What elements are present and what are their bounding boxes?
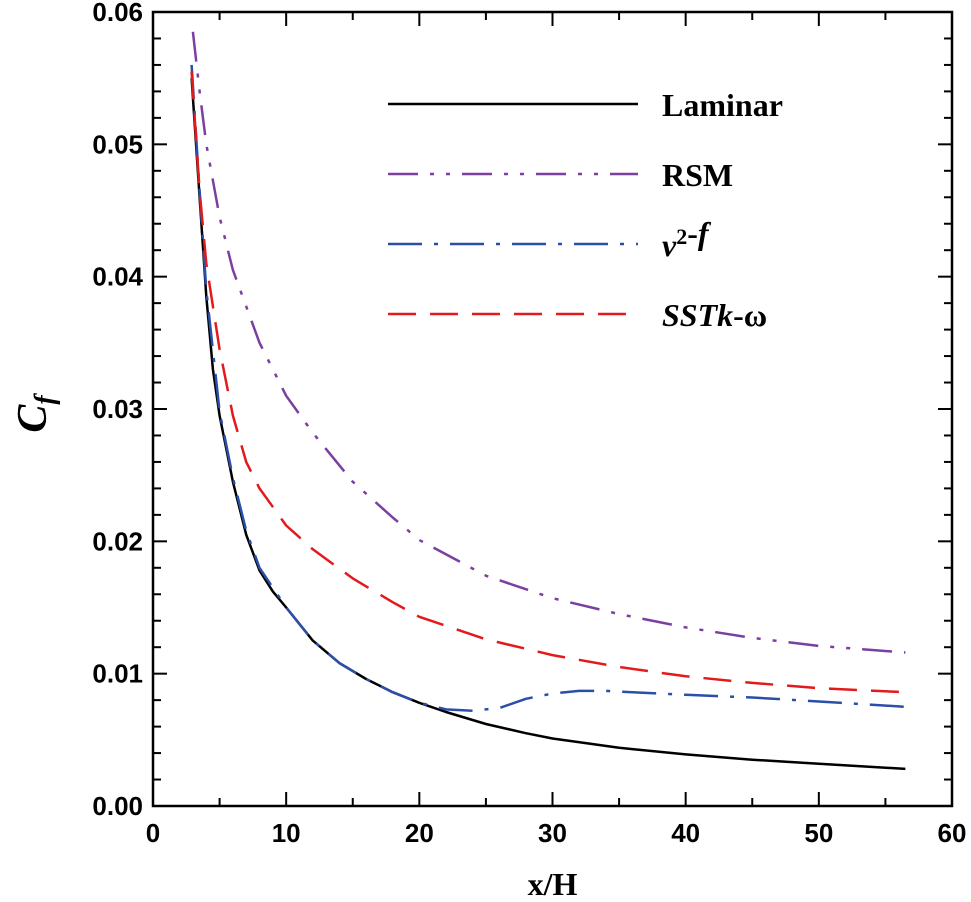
x-tick-label: 20 xyxy=(405,818,434,848)
series-line-3 xyxy=(190,71,906,694)
x-tick-label: 10 xyxy=(272,818,301,848)
y-axis-title-main: C xyxy=(10,404,56,433)
y-tick-label: 0.02 xyxy=(92,526,143,556)
y-tick-label: 0.00 xyxy=(92,791,143,821)
series-group xyxy=(190,31,906,771)
plot-frame xyxy=(151,10,954,808)
y-tick-label: 0.05 xyxy=(92,129,143,159)
plot-axes: 0 10 20 30 40 50 60 0.00 0.01 0.02 0.03 0.04 0.05 0.0… xyxy=(92,0,966,848)
legend-label-2: v2-f xyxy=(662,215,712,263)
x-tick-label: 50 xyxy=(804,818,833,848)
y-axis-title: Cf xyxy=(10,393,61,433)
y-tick-label: 0.04 xyxy=(92,262,143,292)
x-tick-label: 30 xyxy=(538,818,567,848)
y-tick-label: 0.03 xyxy=(92,394,143,424)
series-line-1 xyxy=(191,31,906,654)
legend-label-3: SSTk-ω xyxy=(662,297,767,333)
y-tick-label: 0.06 xyxy=(92,0,143,27)
series-line-0 xyxy=(190,78,906,771)
series-line-2 xyxy=(190,64,906,712)
legend-label-0: Laminar xyxy=(662,87,783,123)
x-tick-label: 40 xyxy=(671,818,700,848)
x-tick-label: 0 xyxy=(146,818,160,848)
x-tick-label: 60 xyxy=(938,818,967,848)
legend: Laminar RSM v2-f SSTk-ω xyxy=(388,87,783,333)
x-axis-title: x/H xyxy=(528,866,578,902)
y-tick-label: 0.01 xyxy=(92,659,143,689)
legend-label-1: RSM xyxy=(662,157,733,193)
y-axis-title-sub: f xyxy=(30,393,61,405)
